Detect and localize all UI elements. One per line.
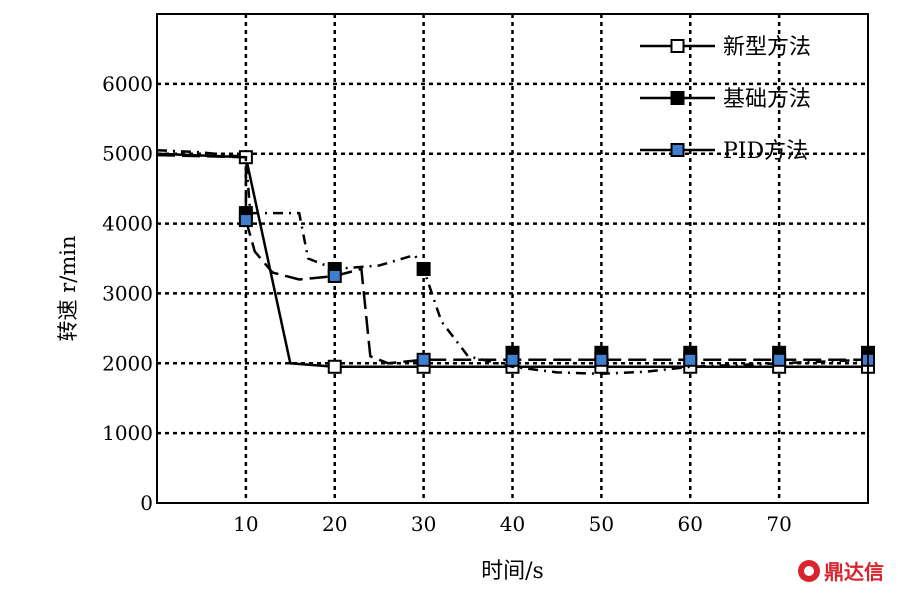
- data-point-marker: [683, 352, 698, 367]
- legend-item: 新型方法: [640, 35, 811, 60]
- y-tick-label: 6000: [102, 72, 153, 96]
- x-tick-label: 30: [411, 512, 436, 536]
- data-point-marker: [772, 352, 787, 367]
- axis-ticks: 10 20 30 40 50 60 70 0 1000 2000 3000 4000 5000 6000: [102, 72, 792, 536]
- data-point-marker: [327, 359, 342, 374]
- data-point-marker: [416, 352, 431, 367]
- data-point-marker: [238, 213, 253, 228]
- series-1: [156, 148, 875, 376]
- x-tick-label: 50: [589, 512, 614, 536]
- watermark-logo: 鼎达信: [798, 556, 884, 585]
- y-tick-label: 3000: [102, 281, 153, 305]
- legend-label: PID方法: [723, 139, 808, 164]
- legend-marker: [670, 143, 685, 157]
- series-2: [156, 153, 875, 367]
- data-point-marker: [416, 261, 431, 276]
- watermark-text: 鼎达信: [824, 560, 884, 584]
- x-tick-label: 40: [500, 512, 525, 536]
- y-tick-label: 4000: [102, 212, 153, 236]
- legend-label: 新型方法: [723, 35, 811, 60]
- x-axis-label: 时间/s: [481, 559, 544, 584]
- x-tick-label: 20: [322, 512, 347, 536]
- x-tick-label: 60: [678, 512, 703, 536]
- plot-frame: [156, 13, 869, 504]
- data-point-marker: [594, 352, 609, 367]
- legend-marker: [670, 91, 685, 105]
- data-point-marker: [505, 352, 520, 367]
- y-tick-label: 2000: [102, 351, 153, 375]
- y-tick-label: 1000: [102, 421, 153, 445]
- legend-item: PID方法: [640, 139, 808, 164]
- series-line: [156, 152, 868, 369]
- y-axis-label: 转速 r/min: [56, 236, 80, 342]
- data-point-marker: [327, 268, 342, 283]
- watermark-icon: [798, 559, 820, 582]
- y-tick-label: 0: [140, 491, 153, 515]
- legend-marker: [670, 39, 685, 53]
- x-tick-label: 70: [766, 512, 791, 536]
- x-tick-label: 10: [233, 512, 258, 536]
- legend-item: 基础方法: [640, 87, 811, 112]
- series-layer: [156, 148, 875, 376]
- series-0: [156, 150, 875, 374]
- legend-label: 基础方法: [723, 87, 811, 112]
- series-line: [156, 153, 868, 365]
- y-tick-label: 5000: [102, 142, 153, 166]
